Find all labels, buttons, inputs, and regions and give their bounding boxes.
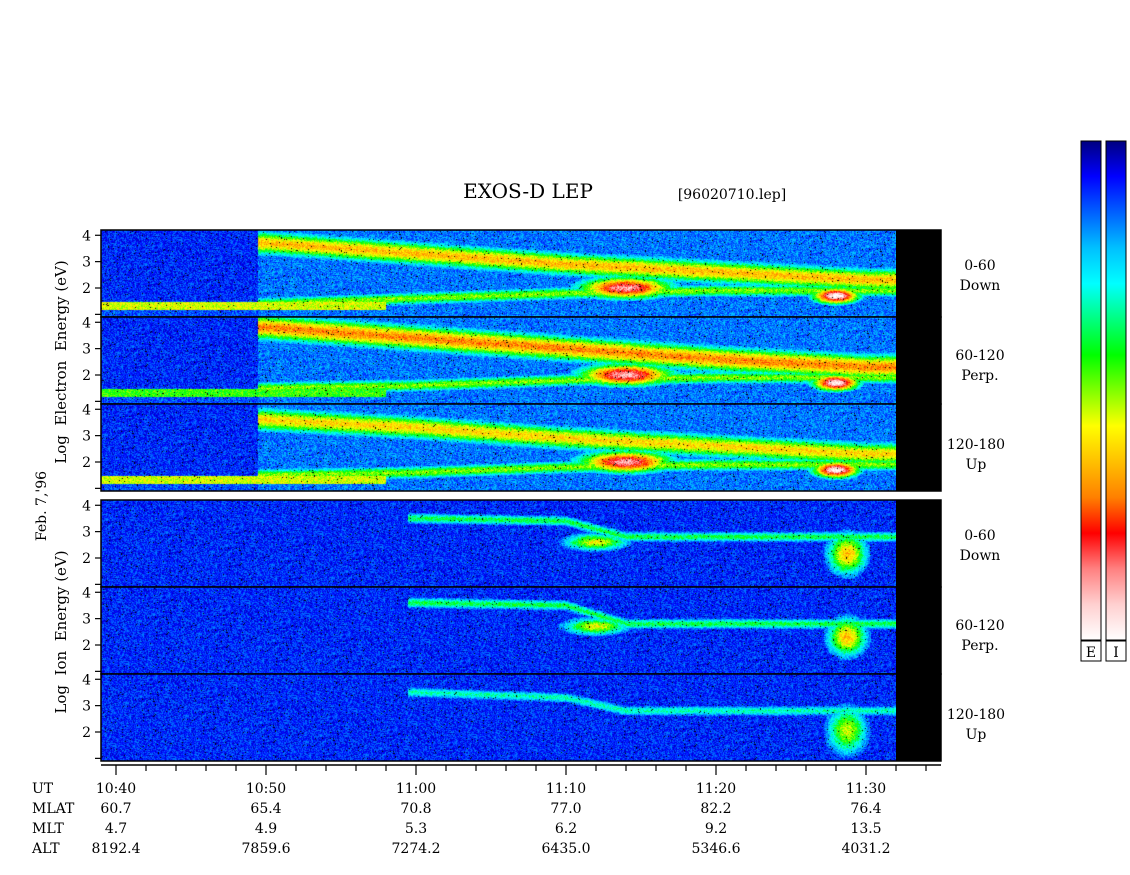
axis-row-label-ut: UT xyxy=(32,781,54,797)
colorbar-label-i: I xyxy=(1113,645,1119,661)
panel-frame xyxy=(100,403,942,492)
panel-label-e-1-dir: Perp. xyxy=(961,368,998,384)
electron-energy-axis-label: Log Electron Energy (eV) xyxy=(52,260,70,464)
date-label: Feb. 7,'96 xyxy=(34,471,50,541)
y-tick-label: 2 xyxy=(82,638,91,654)
y-tick-label: 4 xyxy=(82,585,91,601)
time-axis-mlt-label: 4.9 xyxy=(255,821,277,837)
time-axis-mlt-label: 5.3 xyxy=(405,821,427,837)
y-tick-label: 3 xyxy=(82,699,91,715)
no-data-region xyxy=(896,587,941,674)
y-tick-label: 2 xyxy=(82,281,91,297)
time-axis-ut-label: 10:40 xyxy=(96,781,136,797)
time-axis-mlat-label: 82.2 xyxy=(700,801,731,817)
no-data-region xyxy=(896,230,941,317)
y-tick-label: 3 xyxy=(82,612,91,628)
time-axis-alt-label: 6435.0 xyxy=(542,841,591,857)
colorbar-label-e: E xyxy=(1086,645,1096,661)
panel-label-e-0-range: 0-60 xyxy=(964,258,995,274)
time-axis-ut-label: 10:50 xyxy=(246,781,286,797)
axis-row-label-mlat: MLAT xyxy=(32,801,75,817)
axis-row-label-alt: ALT xyxy=(31,841,60,857)
colorbar-electron: E xyxy=(1080,140,1102,662)
y-tick-label: 4 xyxy=(82,672,91,688)
panel-label-e-1-range: 60-120 xyxy=(955,348,1004,364)
spectrogram-electron-down xyxy=(101,230,896,317)
y-tick-label: 3 xyxy=(82,429,91,445)
time-axis-alt-label: 7274.2 xyxy=(392,841,441,857)
y-tick-label: 4 xyxy=(82,228,91,244)
time-axis-mlt-label: 13.5 xyxy=(850,821,881,837)
time-axis-alt-label: 4031.2 xyxy=(842,841,891,857)
no-data-region xyxy=(896,404,941,491)
spectrogram-panels: 4 3 2 4 3 2 4 3 2 4 3 2 4 3 2 4 3 2 xyxy=(82,228,942,762)
spectrogram-ion-up xyxy=(101,674,896,761)
y-tick-label: 3 xyxy=(82,525,91,541)
y-tick-label: 3 xyxy=(82,342,91,358)
y-tick-label: 4 xyxy=(82,402,91,418)
no-data-region xyxy=(896,317,941,404)
no-data-region xyxy=(896,674,941,761)
time-axis-mlat-label: 70.8 xyxy=(400,801,431,817)
panel-label-e-0-dir: Down xyxy=(960,278,1001,294)
panel-label-i-1-range: 60-120 xyxy=(955,618,1004,634)
panel-frame xyxy=(100,673,942,762)
time-axis-mlat-label: 65.4 xyxy=(250,801,281,817)
panel-label-i-2-range: 120-180 xyxy=(947,707,1005,723)
time-axis: 10:40 60.7 4.7 8192.4 10:50 65.4 4.9 7859.6 11:0… xyxy=(92,764,941,857)
spectrogram-electron-perp xyxy=(101,317,896,404)
axis-row-label-mlt: MLT xyxy=(32,821,64,837)
spectrogram-ion-perp xyxy=(101,587,896,674)
time-axis-alt-label: 5346.6 xyxy=(692,841,741,857)
y-tick-label: 2 xyxy=(82,455,91,471)
panel-label-e-2-dir: Up xyxy=(966,457,987,473)
time-axis-ut-label: 11:10 xyxy=(546,781,586,797)
time-axis-ut-label: 11:20 xyxy=(696,781,736,797)
time-axis-ut-label: 11:30 xyxy=(846,781,886,797)
time-axis-alt-label: 7859.6 xyxy=(242,841,291,857)
y-tick-label: 4 xyxy=(82,315,91,331)
time-axis-alt-label: 8192.4 xyxy=(92,841,141,857)
spectrogram-ion-down xyxy=(101,500,896,587)
time-axis-mlt-label: 9.2 xyxy=(705,821,727,837)
ion-energy-axis-label: Log Ion Energy (eV) xyxy=(52,550,70,713)
no-data-region xyxy=(896,500,941,587)
time-axis-mlt-label: 4.7 xyxy=(105,821,127,837)
chart-title: EXOS-D LEP xyxy=(463,179,593,203)
panel-label-i-1-dir: Perp. xyxy=(961,638,998,654)
colorbar-ion: I xyxy=(1105,140,1127,662)
time-axis-mlat-label: 60.7 xyxy=(100,801,131,817)
time-axis-ut-label: 11:00 xyxy=(396,781,436,797)
panel-label-i-0-dir: Down xyxy=(960,548,1001,564)
file-name: [96020710.lep] xyxy=(678,187,786,203)
y-tick-label: 2 xyxy=(82,368,91,384)
time-axis-mlt-label: 6.2 xyxy=(555,821,577,837)
y-tick-label: 3 xyxy=(82,255,91,271)
panel-label-i-0-range: 0-60 xyxy=(964,528,995,544)
y-tick-label: 2 xyxy=(82,551,91,567)
y-tick-label: 4 xyxy=(82,498,91,514)
panel-label-i-2-dir: Up xyxy=(966,727,987,743)
panel-label-e-2-range: 120-180 xyxy=(947,437,1005,453)
time-axis-mlat-label: 77.0 xyxy=(550,801,581,817)
y-tick-label: 2 xyxy=(82,725,91,741)
spectrogram-electron-up xyxy=(101,404,896,491)
time-axis-mlat-label: 76.4 xyxy=(850,801,881,817)
